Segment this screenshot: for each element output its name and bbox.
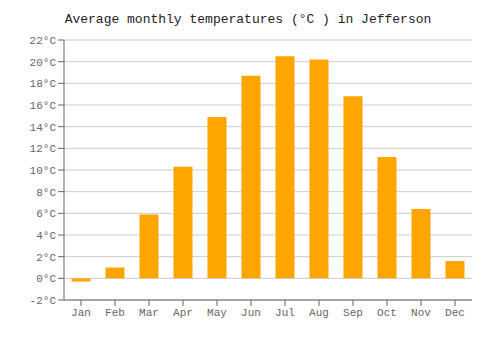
- svg-text:Apr: Apr: [173, 307, 193, 319]
- svg-text:14°C: 14°C: [30, 122, 57, 134]
- svg-text:8°C: 8°C: [36, 187, 56, 199]
- svg-text:4°C: 4°C: [36, 230, 56, 242]
- svg-text:Nov: Nov: [411, 307, 431, 319]
- svg-text:22°C: 22°C: [30, 35, 57, 47]
- svg-text:Feb: Feb: [105, 307, 125, 319]
- svg-text:20°C: 20°C: [30, 57, 57, 69]
- svg-text:18°C: 18°C: [30, 78, 57, 90]
- svg-text:Jul: Jul: [275, 307, 295, 319]
- svg-text:Sep: Sep: [343, 307, 363, 319]
- svg-text:-2°C: -2°C: [30, 295, 57, 307]
- svg-text:16°C: 16°C: [30, 100, 57, 112]
- svg-text:Jun: Jun: [241, 307, 261, 319]
- svg-text:6°C: 6°C: [36, 208, 56, 220]
- svg-text:Oct: Oct: [377, 307, 397, 319]
- svg-text:0°C: 0°C: [36, 273, 56, 285]
- svg-text:Mar: Mar: [139, 307, 159, 319]
- svg-text:May: May: [207, 307, 227, 319]
- svg-text:12°C: 12°C: [30, 143, 57, 155]
- svg-text:10°C: 10°C: [30, 165, 57, 177]
- svg-text:Dec: Dec: [445, 307, 465, 319]
- svg-text:Aug: Aug: [309, 307, 329, 319]
- svg-text:2°C: 2°C: [36, 252, 56, 264]
- svg-text:Jan: Jan: [71, 307, 91, 319]
- html-text:Average monthly temperatures (: Average monthly temperatures (°C ) in Je…: [64, 12, 432, 27]
